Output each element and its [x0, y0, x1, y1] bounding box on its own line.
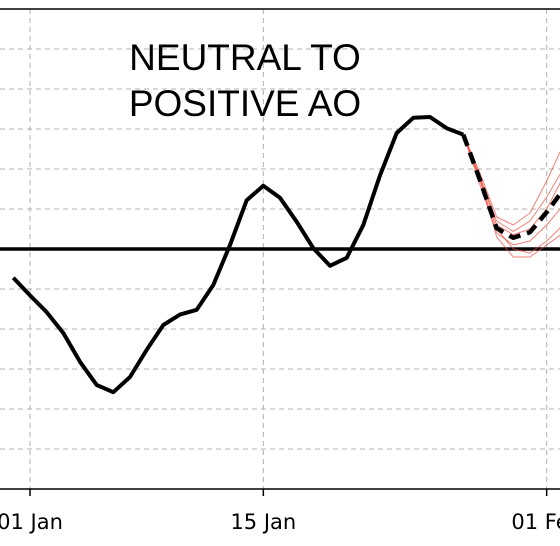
- annotation: NEUTRAL TO: [129, 37, 361, 78]
- x-tick-label: 15 Jan: [230, 510, 296, 534]
- x-tick-label: 01 Jan: [0, 510, 63, 534]
- series-line: [11, 115, 465, 395]
- x-tick-label: 01 Feb: [511, 510, 560, 534]
- series-line: [462, 134, 560, 226]
- annotation: POSITIVE AO: [129, 83, 361, 124]
- series-line: [461, 133, 560, 241]
- series-line: [462, 134, 560, 236]
- plot-frame: [0, 8, 560, 490]
- series-line: [462, 134, 560, 246]
